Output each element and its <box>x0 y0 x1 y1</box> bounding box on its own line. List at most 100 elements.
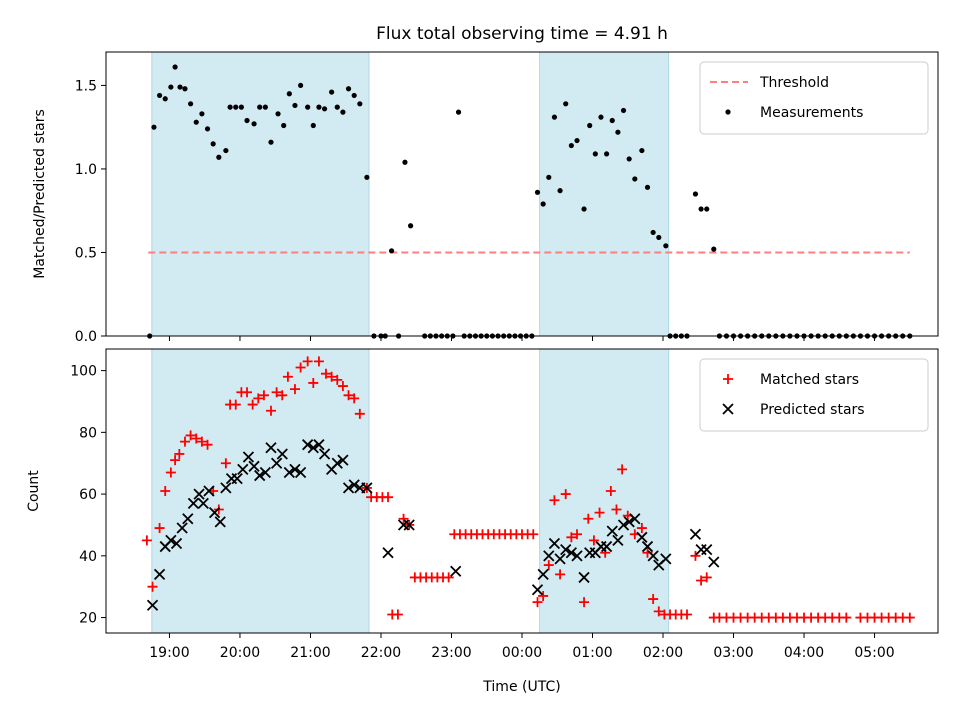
data-point <box>265 405 276 416</box>
data-point <box>455 109 462 115</box>
data-point <box>611 504 622 515</box>
y-tick-label: 0.0 <box>75 329 97 345</box>
data-point <box>560 544 572 556</box>
data-point <box>704 206 710 212</box>
data-point <box>571 529 582 540</box>
data-point <box>320 368 331 379</box>
data-point <box>237 463 249 476</box>
data-point <box>345 86 352 92</box>
x-axis-label: Time (UTC) <box>482 679 560 695</box>
data-point <box>151 124 157 130</box>
data-point <box>254 469 266 482</box>
x-tick-label: 05:00 <box>854 645 894 661</box>
data-point <box>342 482 355 494</box>
data-point <box>203 485 215 497</box>
data-point <box>214 516 226 528</box>
data-point <box>617 464 628 475</box>
data-point <box>615 129 621 135</box>
y-tick-label: 100 <box>70 364 97 380</box>
data-point <box>289 384 300 395</box>
data-point <box>600 547 611 558</box>
data-point <box>402 159 408 165</box>
data-point <box>594 507 605 518</box>
data-point <box>262 104 268 110</box>
data-point <box>310 122 316 129</box>
legend-label: Measurements <box>760 105 863 121</box>
legend-box <box>699 358 929 432</box>
data-point <box>644 184 651 190</box>
data-point <box>162 96 168 102</box>
data-point <box>600 540 613 553</box>
data-point <box>571 550 583 562</box>
data-point <box>531 584 544 596</box>
data-point <box>568 142 574 149</box>
data-point <box>265 442 277 454</box>
data-point <box>653 606 664 617</box>
data-point <box>904 612 915 623</box>
y-tick-label: 20 <box>79 611 97 627</box>
data-point <box>332 374 343 385</box>
data-point <box>258 390 269 401</box>
series-plus <box>141 356 915 623</box>
x-tick-label: 23:00 <box>431 645 471 661</box>
data-point <box>398 513 409 524</box>
legend-label: Predicted stars <box>760 402 865 418</box>
data-point <box>253 393 264 404</box>
data-point <box>540 201 546 207</box>
data-point <box>230 399 241 410</box>
data-point <box>233 104 239 110</box>
data-point <box>308 377 319 388</box>
data-point <box>179 436 190 447</box>
data-point <box>199 111 205 117</box>
legend-box <box>699 61 929 135</box>
data-point <box>337 381 348 392</box>
data-point <box>305 104 311 110</box>
data-point <box>701 544 713 556</box>
data-point <box>620 107 627 114</box>
data-point <box>223 147 229 154</box>
data-point <box>193 119 199 125</box>
data-point <box>191 433 202 444</box>
data-point <box>193 488 205 500</box>
data-point <box>841 612 852 623</box>
data-point <box>146 599 159 611</box>
data-point <box>532 597 543 608</box>
x-tick-label: 00:00 <box>502 645 542 661</box>
data-point <box>286 91 292 97</box>
data-point <box>450 565 462 577</box>
data-point <box>247 399 258 410</box>
series-x <box>146 439 720 611</box>
legend: Threshold Measurements <box>699 61 929 135</box>
data-point <box>656 234 662 241</box>
data-point <box>294 466 307 479</box>
x-tick-label: 21:00 <box>290 645 330 661</box>
data-point <box>210 141 216 147</box>
data-point <box>546 174 552 180</box>
data-point <box>313 356 324 367</box>
data-point <box>528 529 539 540</box>
x-tick-label: 01:00 <box>572 645 612 661</box>
y-axis-label: Count <box>26 470 42 512</box>
data-point <box>612 534 624 547</box>
data-point <box>298 82 304 89</box>
data-point <box>364 174 370 180</box>
data-point <box>277 390 288 401</box>
data-point <box>357 101 363 107</box>
data-point <box>566 532 577 543</box>
data-point <box>289 463 301 476</box>
data-point <box>182 513 194 525</box>
data-point <box>271 387 282 398</box>
data-point <box>647 550 659 562</box>
data-point <box>282 371 293 382</box>
data-point <box>692 191 699 197</box>
data-point <box>343 390 354 401</box>
x-tick-label: 22:00 <box>361 645 401 661</box>
data-point <box>326 371 337 382</box>
data-point <box>361 482 373 494</box>
data-point <box>275 111 281 117</box>
data-point <box>220 482 232 494</box>
data-point <box>302 439 314 451</box>
data-point <box>626 156 632 162</box>
data-point <box>257 104 263 110</box>
data-point <box>681 609 692 620</box>
